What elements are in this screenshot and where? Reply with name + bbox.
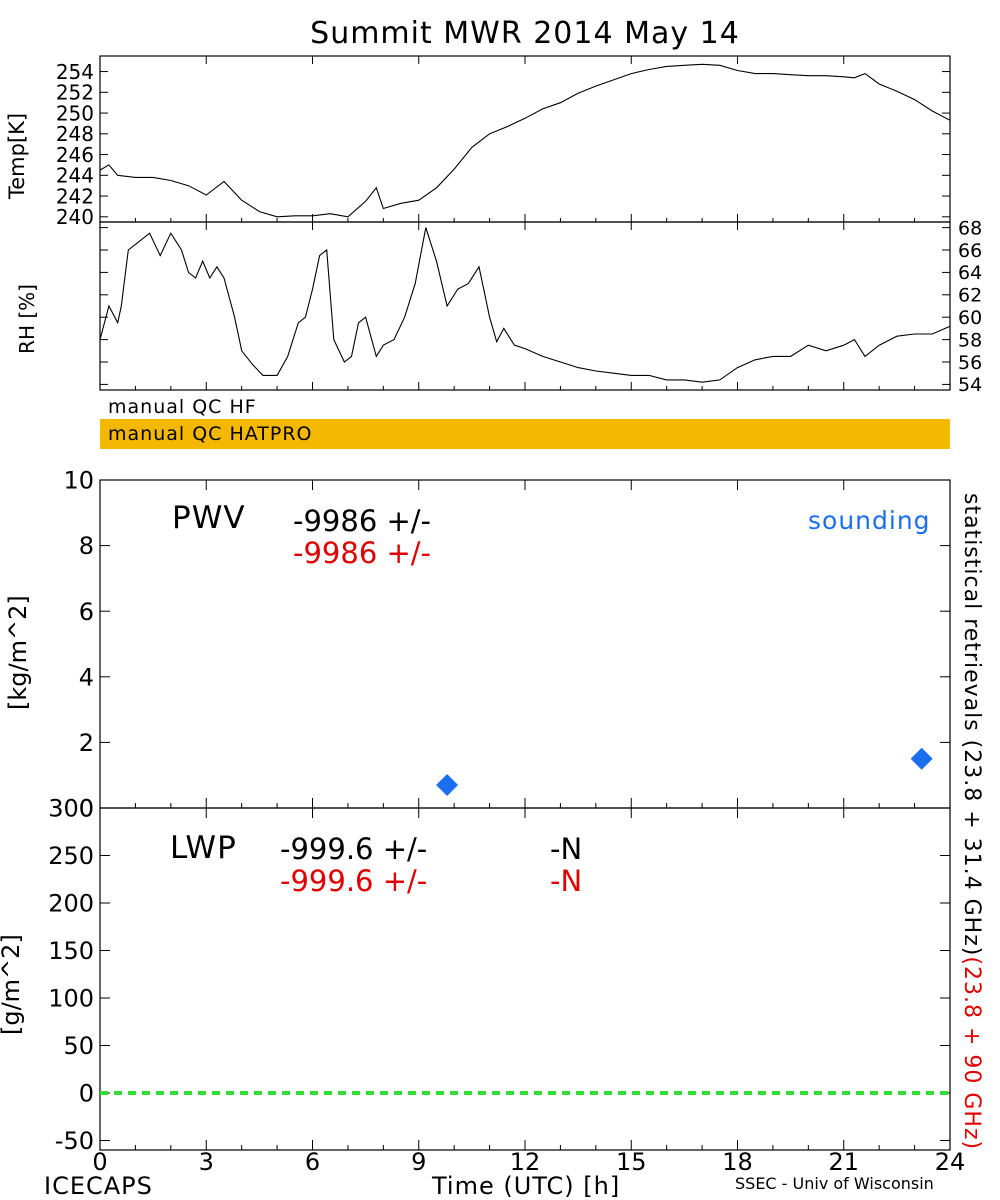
- temp-axis-label: Temp[K]: [5, 112, 29, 199]
- y-tick-label: 250: [48, 842, 94, 870]
- qc-hf-label: manual QC HF: [108, 396, 257, 418]
- qc-hatpro-label: manual QC HATPRO: [108, 423, 313, 445]
- lwp-n-red: -N: [550, 864, 583, 898]
- y-tick-label: 254: [56, 60, 94, 84]
- y-tick-label: 244: [56, 164, 94, 188]
- lwp-value-red: -999.6 +/-: [280, 864, 428, 898]
- footer-credit: SSEC - Univ of Wisconsin: [735, 1174, 934, 1193]
- y-tick-label: 242: [56, 184, 94, 208]
- y-tick-label: 50: [63, 1032, 94, 1060]
- sounding-point: [436, 774, 459, 797]
- y-tick-label: 100: [48, 985, 94, 1013]
- x-tick-label: 0: [92, 1148, 107, 1176]
- retrieval-label-red: (23.8 + 90 GHz): [959, 956, 984, 1151]
- x-tick-label: 6: [305, 1148, 320, 1176]
- y-tick-label: 64: [958, 262, 982, 284]
- x-tick-label: 9: [411, 1148, 426, 1176]
- y-tick-label: 56: [958, 352, 982, 374]
- x-tick-label: 3: [199, 1148, 214, 1176]
- y-tick-label: 60: [958, 307, 982, 329]
- y-tick-label: 0: [79, 795, 94, 823]
- y-tick-label: 252: [56, 81, 94, 105]
- data-line: [99, 63, 951, 218]
- y-tick-label: 4: [79, 663, 94, 691]
- x-tick-label: 12: [510, 1148, 541, 1176]
- pwv-value-black: -9986 +/-: [293, 504, 432, 538]
- lwp-n-black: -N: [550, 832, 583, 866]
- retrieval-label: statistical retrievals (23.8 + 31.4 GHz)…: [954, 493, 984, 1150]
- sounding-point: [910, 747, 933, 770]
- retrieval-label-black: statistical retrievals (23.8 + 31.4 GHz): [959, 493, 984, 957]
- y-tick-label: 8: [79, 532, 94, 560]
- data-line: [99, 227, 951, 383]
- footer-project: ICECAPS: [44, 1172, 153, 1200]
- x-tick-label: 24: [935, 1148, 966, 1176]
- y-tick-label: 248: [56, 122, 94, 146]
- y-tick-label: 0: [79, 1080, 94, 1108]
- pwv-axis-label: [kg/m^2]: [4, 595, 32, 710]
- plot-frame: [99, 55, 951, 223]
- y-tick-label: 200: [48, 890, 94, 918]
- plot-frame: [99, 221, 951, 391]
- pwv-value-red: -9986 +/-: [293, 536, 432, 570]
- y-tick-label: 66: [958, 240, 982, 262]
- y-tick-label: 300: [48, 795, 94, 823]
- chart-title: Summit MWR 2014 May 14: [310, 16, 740, 51]
- lwp-panel: -50 0 50 100 150 200 250 300: [48, 795, 951, 1155]
- y-tick-label: 62: [958, 285, 982, 307]
- y-tick-label: 2: [79, 729, 94, 757]
- y-tick-label: 150: [48, 937, 94, 965]
- y-tick-label: 240: [56, 205, 94, 229]
- lwp-label: LWP: [170, 830, 237, 866]
- pwv-label: PWV: [172, 500, 246, 536]
- y-tick-label: 10: [63, 467, 94, 495]
- qc-hatpro-bar: [100, 419, 950, 449]
- y-tick-label: 250: [56, 101, 94, 125]
- pwv-panel: 0 2 4 6 8 10: [63, 467, 951, 823]
- time-axis: 0 3 6 9 12 15 18 21 24: [92, 1148, 965, 1176]
- lwp-value-black: -999.6 +/-: [280, 832, 428, 866]
- y-tick-label: -50: [55, 1127, 94, 1155]
- x-axis-label: Time (UTC) [h]: [432, 1172, 621, 1200]
- y-tick-label: 54: [958, 374, 982, 396]
- y-tick-label: 6: [79, 598, 94, 626]
- sounding-legend: sounding: [808, 506, 931, 535]
- rh-axis-label: RH [%]: [15, 284, 39, 354]
- y-tick-label: 58: [958, 329, 982, 351]
- lwp-axis-label: [g/m^2]: [0, 934, 25, 1035]
- x-tick-label: 15: [616, 1148, 647, 1176]
- y-tick-label: 246: [56, 143, 94, 167]
- x-tick-label: 21: [828, 1148, 859, 1176]
- x-tick-label: 18: [722, 1148, 753, 1176]
- y-tick-label: 68: [958, 217, 982, 239]
